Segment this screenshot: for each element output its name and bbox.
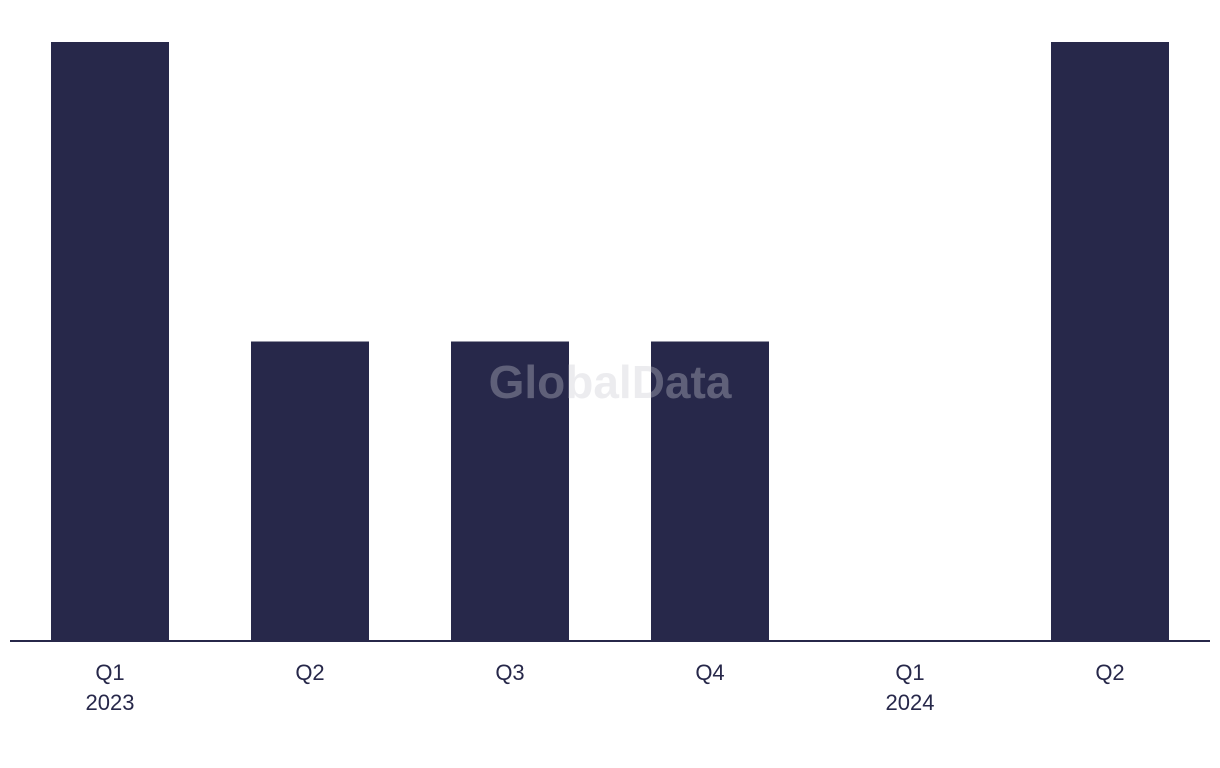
x-tick-label: Q1 — [95, 660, 124, 685]
x-group-label: 2024 — [886, 690, 935, 715]
x-tick-label: Q1 — [895, 660, 924, 685]
bar — [451, 341, 569, 641]
x-group-label: 2023 — [86, 690, 135, 715]
bar — [651, 341, 769, 641]
watermark: GlobalData — [489, 356, 732, 408]
x-tick-label: Q2 — [295, 660, 324, 685]
x-tick-label: Q4 — [695, 660, 724, 685]
bar — [251, 341, 369, 641]
bar — [51, 42, 169, 641]
x-tick-label: Q3 — [495, 660, 524, 685]
bar — [1051, 42, 1169, 641]
x-tick-label: Q2 — [1095, 660, 1124, 685]
